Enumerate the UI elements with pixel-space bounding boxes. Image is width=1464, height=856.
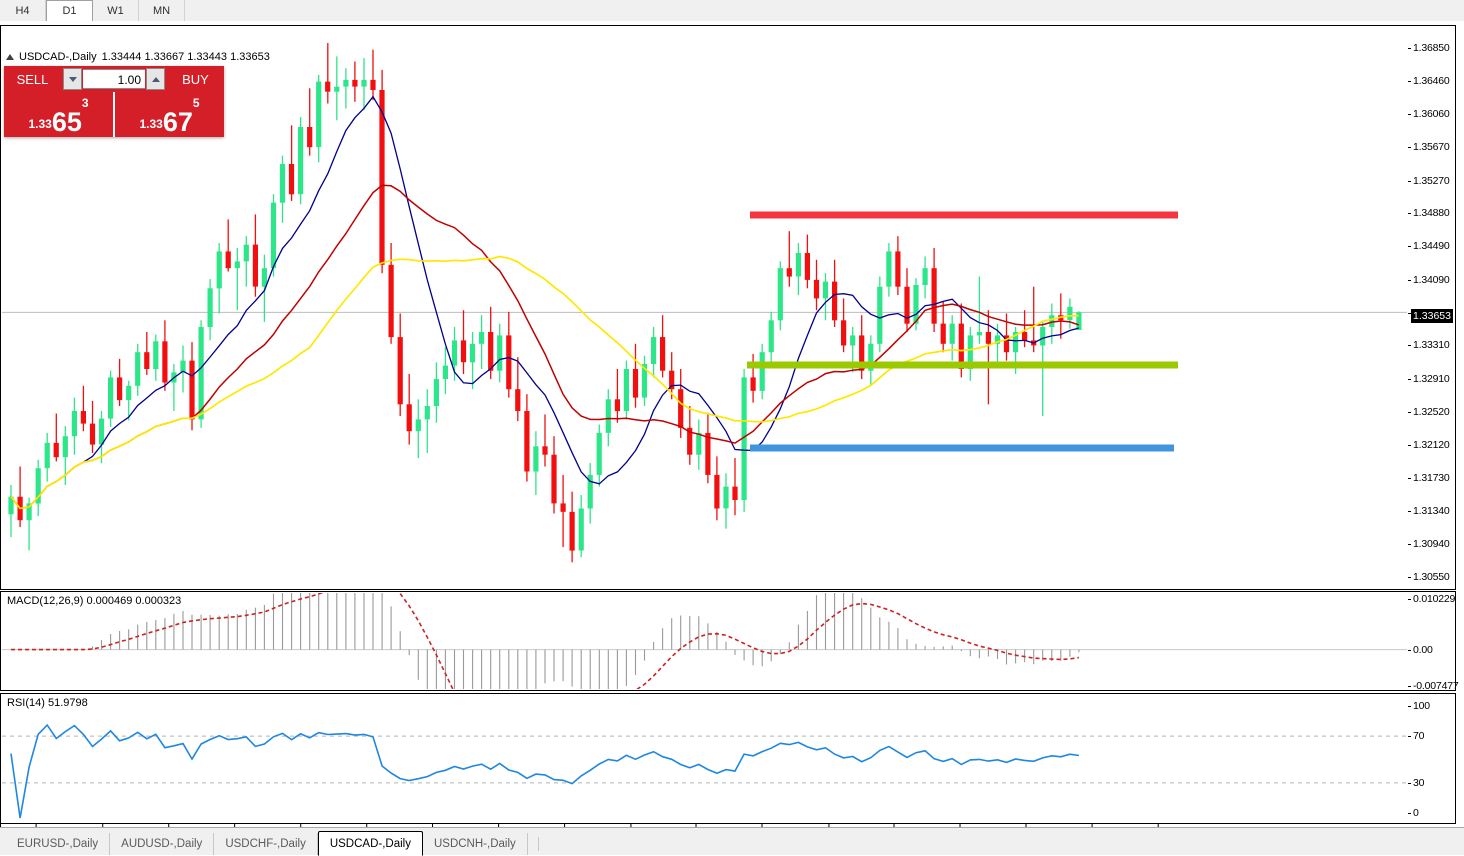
chevron-down-icon [68, 76, 77, 82]
macd-tick: 0.00 [1408, 643, 1433, 656]
rsi-tick: 70 [1407, 730, 1425, 743]
chart-area: 1.36850 1.36460 1.36060 1.35670 1.35270 1.348… [0, 21, 1464, 848]
rsi-tick: 0 [1408, 807, 1419, 819]
rsi-svg [2, 723, 1408, 819]
chart-tab-audusd[interactable]: AUDUSD-,Daily [110, 833, 215, 855]
sell-price-big: 65 [51, 107, 82, 138]
price-tick: 1.34090 [1408, 273, 1450, 286]
sell-price-fraction: 3 [81, 96, 89, 110]
volume-decrease-button[interactable] [63, 68, 82, 90]
occ-top-row: SELL 1.00 BUY [4, 66, 224, 92]
chart-tab-eurusd[interactable]: EURUSD-,Daily [6, 833, 111, 855]
sell-price-box[interactable]: 1.33 65 3 [4, 92, 113, 137]
volume-input[interactable]: 1.00 [83, 69, 145, 89]
macd-y-axis: 0.010229 0.00 -0.007477 [1407, 592, 1459, 692]
price-tick: 1.35270 [1408, 174, 1450, 187]
macd-panel[interactable]: MACD(12,26,9) 0.000469 0.000323 0.010229… [0, 591, 1459, 692]
volume-stepper[interactable]: 1.00 [61, 66, 167, 92]
macd-label: MACD(12,26,9) 0.000469 0.000323 [7, 595, 182, 607]
rsi-label: RSI(14) 51.9798 [7, 697, 88, 709]
buy-price-big: 67 [162, 107, 193, 138]
macd-tick: 0.010229 [1407, 593, 1456, 605]
buy-price-box[interactable]: 1.33 67 5 [115, 92, 224, 137]
toolbar-empty-space [185, 0, 1464, 21]
price-tick: 1.36850 [1408, 41, 1450, 54]
price-plot[interactable] [2, 27, 1408, 588]
price-tick: 1.31730 [1408, 472, 1450, 485]
price-tick: 1.32120 [1408, 439, 1450, 452]
sell-button[interactable]: SELL [4, 66, 61, 92]
price-tick: 1.32520 [1408, 405, 1450, 418]
chevron-up-icon [151, 76, 160, 82]
price-y-axis: 1.36850 1.36460 1.36060 1.35670 1.35270 1.348… [1407, 26, 1455, 589]
price-tick: 1.30940 [1408, 538, 1450, 551]
buy-price-prefix: 1.33 [139, 117, 163, 131]
current-price-tag: 1.33653 [1411, 309, 1453, 324]
rsi-plot[interactable] [2, 695, 1408, 822]
buy-button[interactable]: BUY [167, 66, 224, 92]
price-tick: 1.36460 [1408, 74, 1450, 87]
symbol-header: USDCAD-,Daily 1.33444 1.33667 1.33443 1.… [6, 51, 270, 63]
chart-tabs: EURUSD-,Daily AUDUSD-,Daily USDCHF-,Daily U… [0, 827, 1464, 856]
timeframe-toolbar: H4 D1 W1 MN [0, 0, 1464, 22]
rsi-tick: 30 [1407, 776, 1425, 789]
symbol-title: USDCAD-,Daily [19, 51, 97, 63]
buy-price-fraction: 5 [192, 96, 200, 110]
timeframe-mn[interactable]: MN [139, 0, 185, 21]
timeframe-w1[interactable]: W1 [93, 0, 139, 21]
volume-increase-button[interactable] [146, 68, 165, 90]
price-svg [2, 43, 1408, 563]
rsi-panel[interactable]: RSI(14) 51.9798 100 70 30 0 [0, 693, 1456, 824]
price-tick: 1.32910 [1408, 372, 1450, 385]
macd-tick: -0.007477 [1408, 680, 1459, 692]
price-tick: 1.34880 [1408, 207, 1450, 220]
one-click-trading-panel[interactable]: SELL 1.00 BUY 1.33 65 3 1.33 67 5 [4, 66, 224, 137]
timeframe-d1[interactable]: D1 [46, 0, 93, 22]
price-tick: 1.30550 [1408, 571, 1450, 584]
price-tick: 1.34490 [1408, 240, 1450, 253]
collapse-triangle-icon[interactable] [6, 54, 14, 60]
occ-price-row: 1.33 65 3 1.33 67 5 [4, 92, 224, 137]
tab-divider [537, 837, 539, 851]
price-tick: 1.33310 [1408, 339, 1450, 352]
price-tick: 1.31340 [1408, 504, 1450, 517]
chart-tab-usdcnh[interactable]: USDCNH-,Daily [423, 833, 528, 855]
price-tick: 1.35670 [1408, 140, 1450, 153]
chart-tab-usdchf[interactable]: USDCHF-,Daily [214, 833, 318, 855]
macd-svg [2, 593, 1408, 689]
sell-price-prefix: 1.33 [28, 117, 52, 131]
price-chart-panel[interactable]: 1.36850 1.36460 1.36060 1.35670 1.35270 1.348… [0, 25, 1456, 590]
macd-plot[interactable] [2, 593, 1408, 689]
symbol-ohlc: 1.33444 1.33667 1.33443 1.33653 [101, 51, 270, 63]
rsi-tick: 100 [1408, 700, 1430, 712]
chart-tab-usdcad[interactable]: USDCAD-,Daily [317, 831, 423, 856]
rsi-y-axis: 100 70 30 0 [1407, 694, 1455, 823]
price-tick: 1.36060 [1408, 108, 1450, 121]
timeframe-h4[interactable]: H4 [0, 0, 46, 21]
